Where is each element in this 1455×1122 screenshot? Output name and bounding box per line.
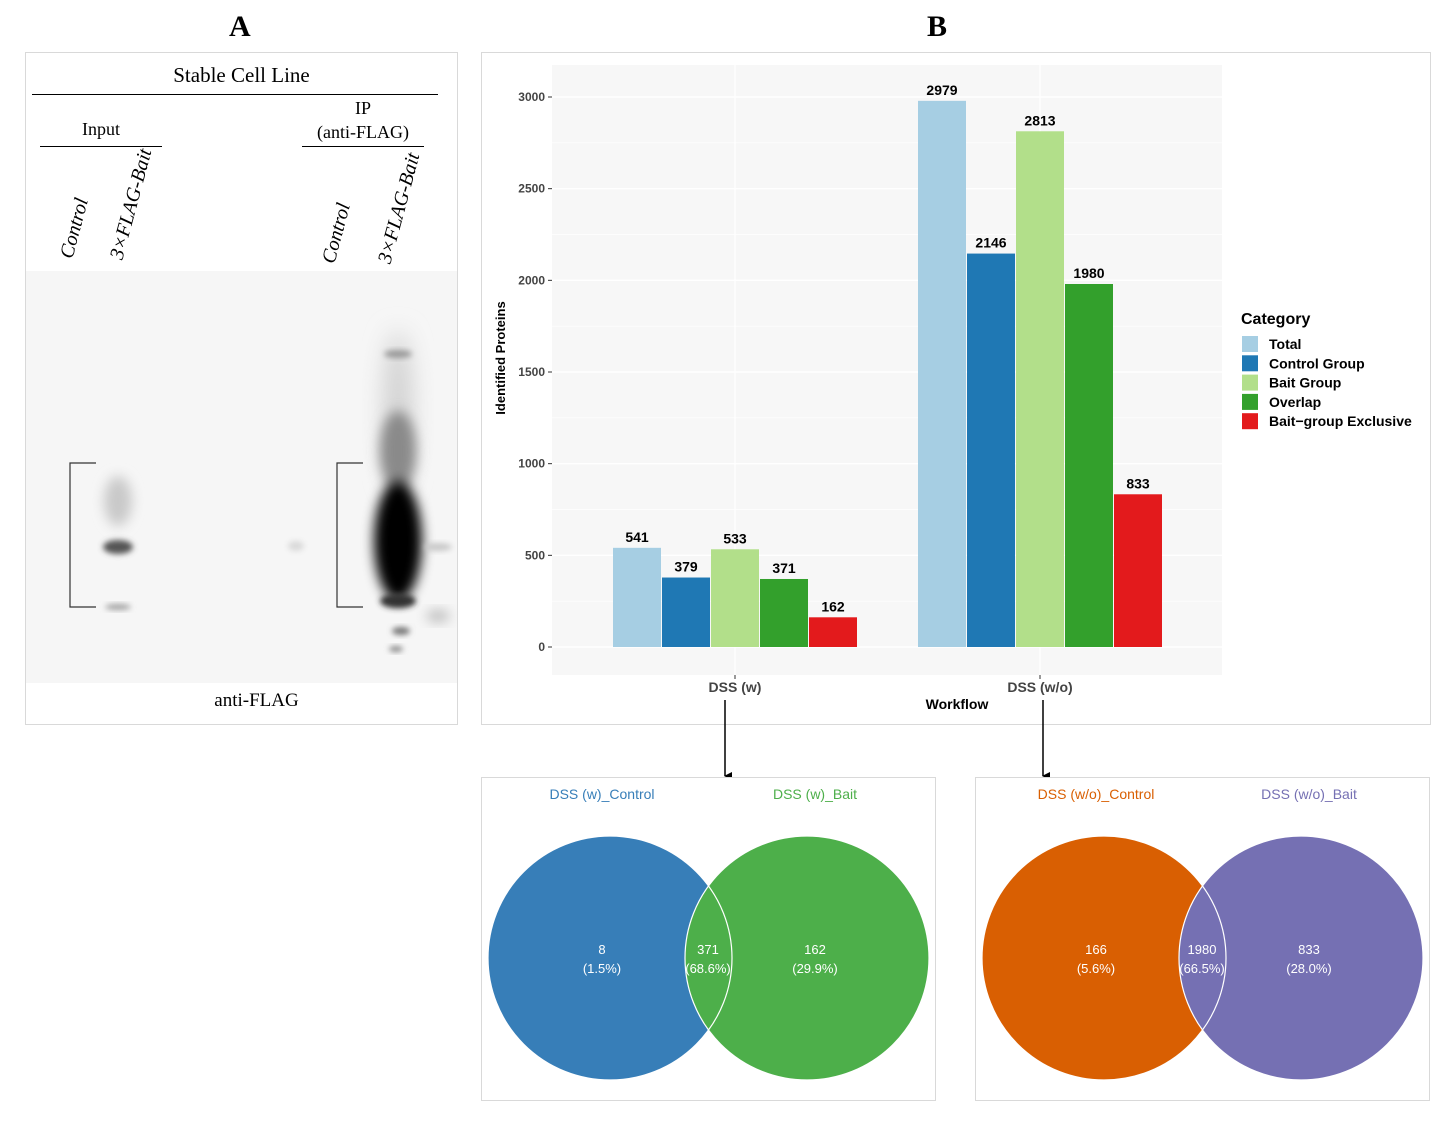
y-tick-label: 1500 bbox=[518, 365, 545, 379]
legend-label: Control Group bbox=[1269, 355, 1365, 371]
blot-image bbox=[26, 271, 457, 683]
venn-circle-right-outline bbox=[1178, 835, 1424, 1081]
x-axis-title: Workflow bbox=[926, 696, 989, 712]
bar-value-label: 371 bbox=[772, 560, 796, 576]
venn-region-percent: (68.6%) bbox=[685, 961, 731, 976]
western-blot-panel: Stable Cell Line Input IP (anti-FLAG) Co… bbox=[25, 52, 458, 725]
legend-swatch bbox=[1242, 413, 1258, 430]
blot-footer-label: anti-FLAG bbox=[214, 690, 299, 711]
bar bbox=[613, 547, 661, 647]
y-tick-label: 3000 bbox=[518, 90, 545, 104]
bar-value-label: 1980 bbox=[1073, 265, 1104, 281]
x-tick-label: DSS (w/o) bbox=[1007, 679, 1072, 695]
bar bbox=[809, 617, 857, 647]
bar-chart: 0 500 1000 1500 2000 2500 3000 541 379 533 371 162 D… bbox=[493, 65, 1412, 712]
title-underline bbox=[32, 94, 438, 95]
bar-value-label: 833 bbox=[1126, 475, 1150, 491]
legend-title: Category bbox=[1241, 311, 1310, 328]
bar bbox=[711, 549, 759, 647]
x-tick-label: DSS (w) bbox=[709, 679, 762, 695]
venn-circle-left-outline bbox=[487, 835, 733, 1081]
ip-label-line1: IP bbox=[354, 98, 371, 118]
bar-value-label: 2979 bbox=[926, 82, 957, 98]
venn-circle-left bbox=[488, 836, 732, 1080]
venn-region-count: 8 bbox=[598, 942, 605, 957]
venn-region-percent: (28.0%) bbox=[1286, 961, 1332, 976]
legend-label: Total bbox=[1269, 336, 1301, 352]
venn-region-percent: (1.5%) bbox=[583, 961, 621, 976]
input-label: Input bbox=[82, 119, 120, 139]
ip-underline bbox=[302, 146, 424, 147]
bar-value-label: 379 bbox=[674, 559, 698, 575]
bar bbox=[760, 578, 808, 647]
bar-value-label: 2813 bbox=[1024, 112, 1055, 128]
venn-region-count: 371 bbox=[697, 942, 719, 957]
venn-region-count: 162 bbox=[804, 942, 826, 957]
legend-label: Overlap bbox=[1269, 394, 1321, 410]
venn-dss-wo: DSS (w/o)_Control DSS (w/o)_Bait 166 (5.6%)… bbox=[981, 786, 1424, 1081]
venn-circle-left bbox=[982, 836, 1226, 1080]
venn-region-percent: (29.9%) bbox=[792, 961, 838, 976]
legend-swatch bbox=[1242, 336, 1258, 352]
lane-label-ip-bait: 3×FLAG-Bait bbox=[373, 150, 425, 266]
bar bbox=[662, 577, 710, 647]
bar bbox=[1114, 494, 1162, 647]
input-underline bbox=[40, 146, 162, 147]
bar bbox=[967, 253, 1015, 648]
venn-circle-right bbox=[1179, 836, 1423, 1080]
panel-b-letter: B bbox=[927, 10, 948, 43]
bar-chart-panel: 0 500 1000 1500 2000 2500 3000 541 379 533 371 162 D… bbox=[481, 52, 1431, 725]
venn-region-count: 833 bbox=[1298, 942, 1320, 957]
venn-dss-w: DSS (w)_Control DSS (w)_Bait 8 (1.5%) 371 (68… bbox=[487, 786, 930, 1081]
legend-swatch bbox=[1242, 355, 1258, 372]
y-tick-label: 500 bbox=[525, 548, 545, 562]
venn-region-percent: (5.6%) bbox=[1077, 961, 1115, 976]
bar bbox=[918, 100, 966, 648]
bar-value-label: 162 bbox=[821, 598, 845, 614]
venn-set-label: DSS (w/o)_Bait bbox=[1261, 786, 1357, 802]
workflow-arrows bbox=[724, 700, 1050, 780]
panel-a-letter: A bbox=[229, 10, 251, 43]
bar-value-label: 2146 bbox=[975, 235, 1006, 251]
stable-cell-line-title: Stable Cell Line bbox=[173, 63, 310, 87]
y-tick-label: 1000 bbox=[518, 457, 545, 471]
venn-circle-right-outline bbox=[684, 835, 930, 1081]
legend-swatch bbox=[1242, 393, 1258, 410]
bar bbox=[1065, 284, 1113, 647]
venn-region-count: 166 bbox=[1085, 942, 1107, 957]
bar bbox=[1016, 131, 1064, 647]
y-axis-title: Identified Proteins bbox=[493, 301, 508, 414]
legend-label: Bait−group Exclusive bbox=[1269, 413, 1412, 429]
lane-label-input-bait: 3×FLAG-Bait bbox=[105, 146, 157, 262]
lane-label-ip-control: Control bbox=[317, 200, 355, 266]
venn-set-label: DSS (w)_Bait bbox=[773, 786, 857, 802]
y-tick-label: 0 bbox=[538, 640, 545, 654]
venn-set-label: DSS (w)_Control bbox=[549, 786, 654, 802]
venn-panel-dss-w: DSS (w)_Control DSS (w)_Bait 8 (1.5%) 371 (68… bbox=[481, 777, 936, 1101]
bar-value-label: 533 bbox=[723, 530, 747, 546]
y-tick-label: 2000 bbox=[518, 273, 545, 287]
venn-circle-right bbox=[685, 836, 929, 1080]
venn-panel-dss-wo: DSS (w/o)_Control DSS (w/o)_Bait 166 (5.6%)… bbox=[975, 777, 1430, 1101]
bar-value-label: 541 bbox=[625, 529, 649, 545]
ip-label-line2: (anti-FLAG) bbox=[317, 122, 409, 142]
venn-region-count: 1980 bbox=[1188, 942, 1217, 957]
legend-swatch bbox=[1242, 374, 1258, 391]
lane-label-input-control: Control bbox=[55, 195, 93, 261]
venn-circle-left-outline bbox=[981, 835, 1227, 1081]
y-tick-label: 2500 bbox=[518, 182, 545, 196]
legend-label: Bait Group bbox=[1269, 375, 1341, 391]
venn-set-label: DSS (w/o)_Control bbox=[1038, 786, 1155, 802]
venn-region-percent: (66.5%) bbox=[1179, 961, 1225, 976]
